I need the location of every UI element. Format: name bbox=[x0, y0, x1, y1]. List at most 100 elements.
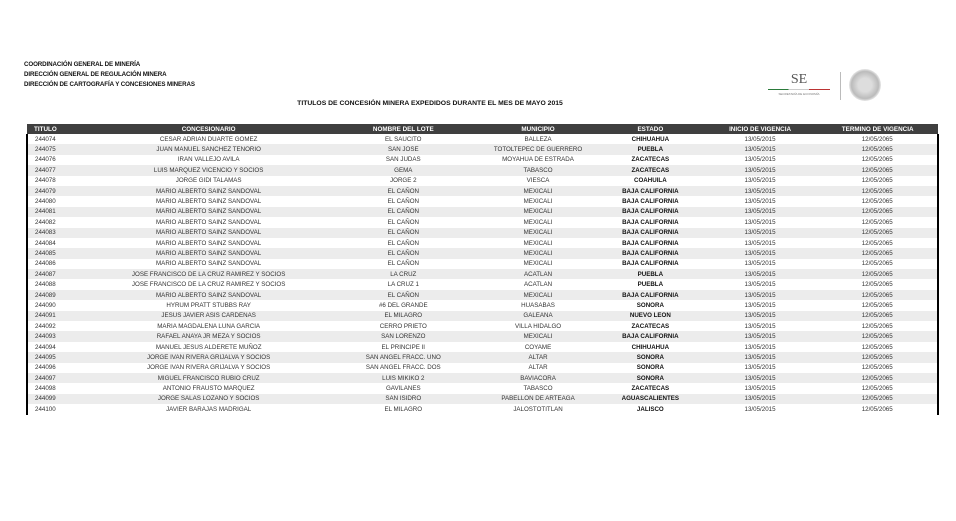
lote-cell: EL SAUCITO bbox=[385, 135, 422, 143]
municipio-cell: VIESCA bbox=[526, 177, 550, 185]
table-row: 244074 CESAR ADRIAN DUARTE GOMEZ EL SAUCIT… bbox=[26, 134, 939, 145]
table-row: 244081 MARIO ALBERTO SAINZ SANDOVAL EL CAÑ… bbox=[26, 206, 939, 218]
inicio-cell: 13/05/2015 bbox=[744, 156, 776, 164]
estado-cell: ZACATECAS bbox=[631, 385, 670, 393]
termino-cell: 12/05/2065 bbox=[817, 185, 939, 197]
estado-cell: BAJA CALIFORNIA bbox=[597, 248, 703, 259]
estado-cell: ZACATECAS bbox=[597, 165, 703, 176]
table-row: 244097 MIGUEL FRANCISCO RUBIO CRUZ LUIS MI… bbox=[26, 372, 939, 384]
lote-cell: EL CAÑON bbox=[328, 248, 479, 259]
concesionario-cell: JAVIER BARAJAS MADRIGAL bbox=[166, 405, 252, 413]
titulo-cell: 244096 bbox=[26, 362, 89, 373]
se-logo-stripe bbox=[768, 89, 830, 90]
titulo-cell: 244098 bbox=[26, 383, 89, 394]
municipio-cell: MOYAHUA DE ESTRADA bbox=[502, 156, 574, 164]
termino-cell: 12/05/2065 bbox=[817, 227, 939, 238]
titulo-cell: 244087 bbox=[26, 269, 89, 280]
concesionario-cell: MARIO ALBERTO SAINZ SANDOVAL bbox=[156, 198, 262, 206]
table-row: 244093 RAFAEL ANAYA JR MEZA Y SOCIOS SAN L… bbox=[26, 331, 939, 342]
termino-cell: 12/05/2065 bbox=[817, 269, 939, 280]
concesionario-cell: JOSE FRANCISCO DE LA CRUZ RAMIREZ Y SOCI… bbox=[88, 269, 329, 280]
concesionario-cell: MARIO ALBERTO SAINZ SANDOVAL bbox=[88, 227, 329, 238]
titulo-cell: 244092 bbox=[26, 321, 89, 332]
concesionario-cell: MARIO ALBERTO SAINZ SANDOVAL bbox=[88, 289, 329, 301]
table-row: 244076 IRAN VALLEJO AVILA SAN JUDAS MOYAHUA… bbox=[26, 154, 939, 166]
inicio-cell: 13/05/2015 bbox=[744, 135, 776, 143]
municipio-cell: GALEANA bbox=[478, 310, 598, 322]
table-row: 244077 LUIS MARQUEZ VICENCIO Y SOCIOS GEMA… bbox=[26, 165, 939, 176]
termino-cell: 12/05/2065 bbox=[817, 362, 939, 373]
table-header-row: TITULO CONCESIONARIO NOMBRE DEL LOTE MUNICI… bbox=[27, 124, 938, 134]
lote-cell: SAN ANGEL FRACC. DOS bbox=[365, 364, 441, 372]
inicio-cell: 13/05/2015 bbox=[744, 281, 776, 289]
lote-cell: EL CAÑON bbox=[328, 289, 479, 301]
inicio-cell: 13/05/2015 bbox=[744, 322, 776, 330]
titulo-cell: 244076 bbox=[26, 154, 89, 166]
table-row: 244084 MARIO ALBERTO SAINZ SANDOVAL EL CAÑ… bbox=[26, 237, 939, 249]
org-line-1: COORDINACIÓN GENERAL DE MINERÍA bbox=[24, 61, 141, 68]
concesionario-cell: JOSE FRANCISCO DE LA CRUZ RAMIREZ Y SOCI… bbox=[131, 281, 286, 289]
municipio-cell: MEXICALI bbox=[523, 239, 553, 247]
estado-cell: BAJA CALIFORNIA bbox=[622, 239, 679, 247]
titulo-cell: 244085 bbox=[26, 248, 89, 259]
inicio-cell: 13/05/2015 bbox=[744, 198, 776, 206]
concessions-table: TITULO CONCESIONARIO NOMBRE DEL LOTE MUNICI… bbox=[26, 124, 939, 415]
concesionario-cell: CESAR ADRIAN DUARTE GOMEZ bbox=[159, 135, 258, 143]
termino-cell: 12/05/2065 bbox=[817, 300, 939, 311]
lote-cell: SAN ISIDRO bbox=[328, 393, 479, 405]
lote-cell: LA CRUZ bbox=[328, 269, 479, 280]
table-row: 244092 MARIA MAGDALENA LUNA GARCIA CERRO P… bbox=[26, 321, 939, 332]
lote-cell: EL CAÑON bbox=[387, 260, 419, 268]
inicio-cell: 13/05/2015 bbox=[702, 269, 818, 280]
inicio-cell: 13/05/2015 bbox=[702, 206, 818, 218]
concesionario-cell: MARIO ALBERTO SAINZ SANDOVAL bbox=[156, 218, 262, 226]
inicio-cell: 13/05/2015 bbox=[702, 372, 818, 384]
inicio-cell: 13/05/2015 bbox=[744, 218, 776, 226]
lote-cell: EL CAÑON bbox=[328, 206, 479, 218]
municipio-cell: BALLEZA bbox=[524, 135, 552, 143]
lote-cell: GEMA bbox=[328, 165, 479, 176]
termino-cell: 12/05/2065 bbox=[817, 279, 939, 290]
concesionario-cell: JORGE SALAS LOZANO Y SOCIOS bbox=[88, 393, 329, 405]
estado-cell: ZACATECAS bbox=[631, 156, 670, 164]
termino-cell: 12/05/2065 bbox=[817, 404, 939, 415]
table-row: 244099 JORGE SALAS LOZANO Y SOCIOS SAN ISI… bbox=[26, 393, 939, 405]
titulo-cell: 244084 bbox=[26, 237, 89, 249]
inicio-cell: 13/05/2015 bbox=[744, 343, 776, 351]
estado-cell: COAHUILA bbox=[634, 177, 667, 185]
municipio-cell: MEXICALI bbox=[523, 260, 553, 268]
municipio-cell: ALTAR bbox=[528, 364, 548, 372]
titulo-cell: 244083 bbox=[26, 227, 89, 238]
inicio-cell: 13/05/2015 bbox=[702, 248, 818, 259]
titulo-cell: 244099 bbox=[26, 393, 89, 405]
table-row: 244088 JOSE FRANCISCO DE LA CRUZ RAMIREZ … bbox=[26, 279, 939, 290]
estado-cell: ZACATECAS bbox=[631, 322, 670, 330]
municipio-cell: MEXICALI bbox=[478, 227, 598, 238]
table-row: 244089 MARIO ALBERTO SAINZ SANDOVAL EL CAÑ… bbox=[26, 289, 939, 301]
estado-cell: PUEBLA bbox=[597, 144, 703, 155]
municipio-cell: TABASCO bbox=[478, 165, 598, 176]
municipio-cell: MEXICALI bbox=[523, 218, 553, 226]
lote-cell: SAN JUDAS bbox=[385, 156, 421, 164]
table-row: 244098 ANTONIO FRAUSTO MARQUEZ GAVILANES TA… bbox=[26, 383, 939, 394]
municipio-cell: MEXICALI bbox=[478, 185, 598, 197]
estado-cell: BAJA CALIFORNIA bbox=[622, 218, 679, 226]
titulo-cell: 244080 bbox=[26, 196, 89, 207]
lote-cell: EL CAÑON bbox=[328, 227, 479, 238]
column-header: NOMBRE DEL LOTE bbox=[328, 124, 479, 134]
municipio-cell: MEXICALI bbox=[478, 248, 598, 259]
municipio-cell: BAVIACORA bbox=[478, 372, 598, 384]
concesionario-cell: MARIO ALBERTO SAINZ SANDOVAL bbox=[156, 239, 262, 247]
termino-cell: 12/05/2065 bbox=[817, 393, 939, 405]
table-row: 244075 JUAN MANUEL SANCHEZ TENORIO SAN JOS… bbox=[26, 144, 939, 155]
column-header: CONCESIONARIO bbox=[88, 124, 329, 134]
titulo-cell: 244088 bbox=[26, 279, 89, 290]
municipio-cell: TABASCO bbox=[523, 385, 553, 393]
column-header: TERMINO DE VIGENCIA bbox=[817, 124, 938, 134]
estado-cell: BAJA CALIFORNIA bbox=[597, 289, 703, 301]
table-row: 244078 JORGE GIDI TALAMAS JORGE 2 VIESCA COA… bbox=[26, 175, 939, 186]
estado-cell: BAJA CALIFORNIA bbox=[622, 198, 679, 206]
table-row: 244090 HYRUM PRATT STUBBS RAY #6 DEL GRAND… bbox=[26, 300, 939, 311]
estado-cell: AGUASCALIENTES bbox=[597, 393, 703, 405]
column-header: ESTADO bbox=[597, 124, 703, 134]
